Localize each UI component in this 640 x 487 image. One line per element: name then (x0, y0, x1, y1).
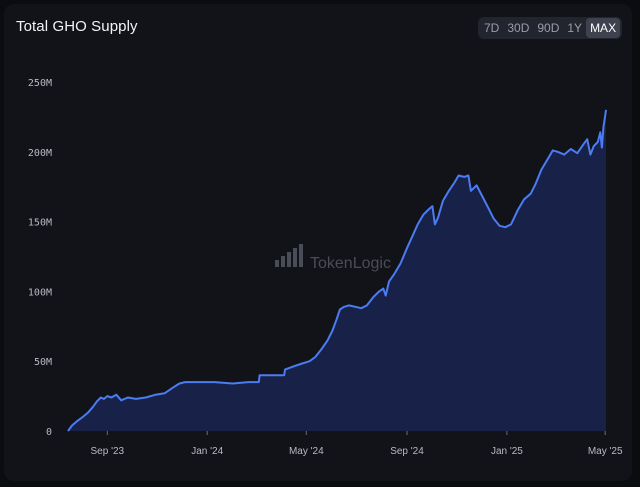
y-tick-label: 100M (28, 287, 52, 298)
x-tick-label: Jan '24 (191, 446, 223, 457)
range-max-button[interactable]: MAX (586, 18, 621, 38)
range-1y-button[interactable]: 1Y (567, 21, 583, 35)
range-7d-button[interactable]: 7D (484, 21, 500, 35)
range-30d-button[interactable]: 30D (507, 21, 530, 35)
range-90d-button[interactable]: 90D (537, 21, 560, 35)
tokenlogic-logo-icon (275, 244, 303, 267)
y-tick-label: 250M (28, 78, 52, 89)
chart-title: Total GHO Supply (16, 18, 138, 35)
series-area-fill (68, 109, 606, 432)
time-range-selector: 7D 30D 90D 1Y MAX (478, 17, 623, 39)
watermark-text: TokenLogic (310, 255, 391, 272)
series-line (67, 109, 607, 432)
x-tick-label: Sep '23 (91, 446, 125, 457)
x-tick-label: Sep '24 (390, 446, 424, 457)
x-axis: Sep '23 Jan '24 May '24 Sep '24 Jan '25 May '… (91, 431, 623, 457)
y-tick-label: 0 (46, 427, 52, 438)
x-tick-label: Jan '25 (491, 446, 523, 457)
y-tick-label: 200M (28, 148, 52, 159)
x-tick-label: May '25 (588, 446, 623, 457)
x-tick-label: May '24 (289, 446, 324, 457)
watermark: TokenLogic (275, 244, 391, 272)
y-axis: 0 50M 100M 150M 200M 250M (28, 78, 52, 438)
y-tick-label: 50M (34, 357, 52, 368)
y-tick-label: 150M (28, 218, 52, 229)
